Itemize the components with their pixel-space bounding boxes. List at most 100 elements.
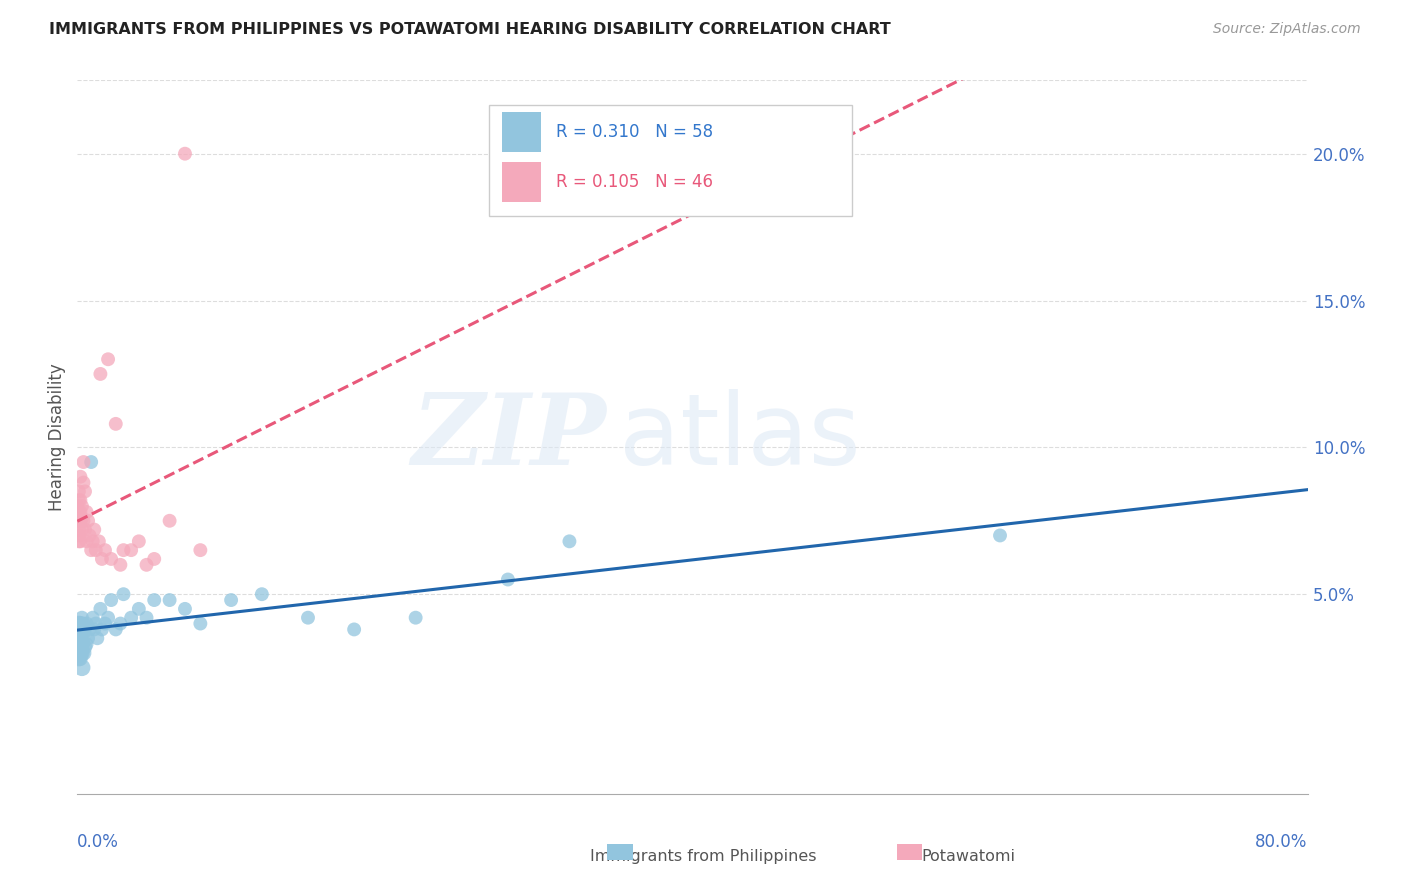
Point xyxy=(84,616,107,631)
Point xyxy=(89,602,111,616)
Point xyxy=(558,534,581,549)
Point xyxy=(69,493,91,508)
Bar xyxy=(502,112,541,152)
Text: 0.0%: 0.0% xyxy=(77,833,120,851)
Point xyxy=(110,616,132,631)
Text: 80.0%: 80.0% xyxy=(1256,833,1308,851)
Point xyxy=(110,558,132,572)
Point xyxy=(112,543,135,558)
Point xyxy=(112,587,135,601)
Point xyxy=(69,652,91,666)
Point xyxy=(159,514,181,528)
Point xyxy=(69,623,91,637)
Text: Potawatomi: Potawatomi xyxy=(921,849,1015,864)
Point xyxy=(69,628,91,642)
Point xyxy=(72,475,94,490)
Point xyxy=(73,484,96,499)
Text: Source: ZipAtlas.com: Source: ZipAtlas.com xyxy=(1213,22,1361,37)
Point xyxy=(174,146,197,161)
Point xyxy=(66,499,89,513)
Point xyxy=(66,632,89,646)
Point xyxy=(188,616,212,631)
Text: IMMIGRANTS FROM PHILIPPINES VS POTAWATOMI HEARING DISABILITY CORRELATION CHART: IMMIGRANTS FROM PHILIPPINES VS POTAWATOM… xyxy=(49,22,891,37)
Point xyxy=(97,352,120,367)
Point xyxy=(77,632,100,646)
Point xyxy=(250,587,273,601)
Point xyxy=(83,623,105,637)
Point xyxy=(120,543,142,558)
Point xyxy=(70,523,93,537)
Point xyxy=(67,637,90,651)
Point xyxy=(72,455,94,469)
Point xyxy=(70,660,93,674)
Point xyxy=(86,632,108,646)
Text: R = 0.310   N = 58: R = 0.310 N = 58 xyxy=(555,123,713,141)
Point xyxy=(76,616,98,631)
Point xyxy=(90,623,114,637)
Point xyxy=(67,632,90,646)
Point xyxy=(128,602,150,616)
Point xyxy=(77,514,100,528)
Point xyxy=(69,534,91,549)
Point xyxy=(69,640,91,654)
Point xyxy=(343,623,366,637)
Point xyxy=(70,623,93,637)
Point xyxy=(84,543,107,558)
Point xyxy=(69,514,91,528)
Point xyxy=(496,573,519,587)
Text: ZIP: ZIP xyxy=(412,389,606,485)
Y-axis label: Hearing Disability: Hearing Disability xyxy=(48,363,66,511)
Text: R = 0.105   N = 46: R = 0.105 N = 46 xyxy=(555,173,713,191)
Point xyxy=(67,528,90,542)
Point xyxy=(67,616,90,631)
Point xyxy=(76,505,98,519)
Point xyxy=(69,469,91,483)
Point xyxy=(72,616,94,631)
Point xyxy=(79,623,101,637)
Point xyxy=(100,593,122,607)
Point xyxy=(66,514,89,528)
Point xyxy=(67,628,90,642)
Point xyxy=(143,593,166,607)
Point xyxy=(120,610,142,624)
Point xyxy=(73,523,96,537)
Point xyxy=(67,484,90,499)
Point xyxy=(188,543,212,558)
Point xyxy=(72,632,94,646)
Text: atlas: atlas xyxy=(619,389,860,485)
Point xyxy=(70,499,93,513)
Point xyxy=(104,417,127,431)
Point xyxy=(100,552,122,566)
Point xyxy=(72,514,94,528)
Point xyxy=(72,646,94,660)
Point xyxy=(174,602,197,616)
Point xyxy=(97,610,120,624)
Point xyxy=(135,558,157,572)
Point xyxy=(67,523,90,537)
Point xyxy=(159,593,181,607)
Point xyxy=(69,637,91,651)
Point xyxy=(83,523,105,537)
Point xyxy=(73,640,96,654)
Point xyxy=(76,637,98,651)
Point xyxy=(135,610,157,624)
Bar xyxy=(502,162,541,202)
Point xyxy=(82,534,104,549)
Point xyxy=(128,534,150,549)
Point xyxy=(80,543,103,558)
Point xyxy=(104,623,127,637)
FancyBboxPatch shape xyxy=(489,105,852,216)
Point xyxy=(143,552,166,566)
Point xyxy=(405,610,427,624)
Point xyxy=(69,646,91,660)
Point xyxy=(69,505,91,519)
Point xyxy=(219,593,242,607)
Point xyxy=(76,534,98,549)
Point xyxy=(70,511,93,525)
Text: Immigrants from Philippines: Immigrants from Philippines xyxy=(589,849,817,864)
Point xyxy=(79,528,101,542)
Point xyxy=(73,623,96,637)
Point xyxy=(66,637,89,651)
Point xyxy=(70,637,93,651)
Point xyxy=(87,534,110,549)
